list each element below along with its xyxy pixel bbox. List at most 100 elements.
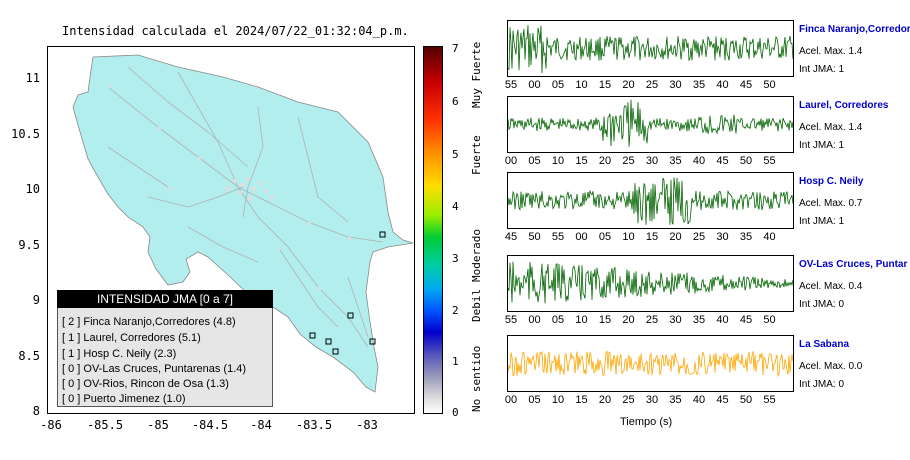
y-tick: 11 [25, 71, 40, 85]
station-accel: Acel. Max. 0.0 [799, 361, 863, 372]
road-network [107, 66, 384, 348]
trace-x-tick: 00 [504, 394, 518, 406]
trace-panel [507, 335, 794, 392]
trace-x-tick: 45 [716, 155, 729, 167]
land-polygon [72, 54, 414, 393]
waveform [508, 261, 793, 304]
trace-x-tick: 25 [645, 314, 659, 326]
trace-x-tick: 35 [669, 394, 682, 406]
x-tick: -85.5 [86, 418, 124, 432]
colorbar-tick: 5 [452, 148, 459, 161]
trace-x-tick: 35 [692, 314, 706, 326]
station-name: Laurel, Corredores [799, 100, 889, 111]
trace-x-tick: 25 [622, 155, 635, 167]
x-tick: -85 [147, 418, 169, 432]
station-accel: Acel. Max. 0.7 [799, 198, 863, 209]
trace-x-tick: 15 [645, 231, 659, 243]
legend-row: [ 1 ] Hosp C. Neily (2.3) [62, 348, 177, 360]
trace-x-tick: 10 [575, 314, 588, 326]
colorbar-tick: 1 [452, 355, 459, 368]
trace-x-tick: 45 [716, 394, 729, 406]
trace-x-tick: 55 [763, 394, 776, 406]
station-jma: Int JMA: 1 [799, 140, 845, 151]
trace-x-tick: 15 [575, 155, 588, 167]
x-tick: -83.5 [295, 418, 333, 432]
y-tick: 8.5 [18, 349, 40, 363]
station-jma: Int JMA: 0 [799, 379, 845, 390]
legend-row: [ 0 ] OV-Las Cruces, Puntarenas (1.4) [62, 363, 247, 375]
map-title: Intensidad calculada el 2024/07/22_01:32… [62, 24, 409, 38]
legend-header: INTENSIDAD JMA [0 a 7] [57, 290, 273, 308]
trace-x-tick: 50 [739, 394, 753, 406]
trace-x-tick: 05 [598, 231, 612, 243]
trace-x-tick: 15 [598, 79, 612, 91]
trace-x-tick: 20 [669, 231, 682, 243]
trace-x-tick: 30 [669, 314, 682, 326]
trace-x-tick: 00 [528, 79, 541, 91]
x-tick: -86 [40, 418, 62, 432]
station-jma: Int JMA: 1 [799, 64, 845, 75]
colorbar-tick: 2 [452, 304, 459, 317]
trace-x-tick: 35 [739, 231, 753, 243]
trace-x-tick: 45 [739, 314, 753, 326]
y-tick: 10.5 [11, 127, 40, 141]
waveform-line [508, 25, 793, 74]
colorbar-tick: 0 [452, 406, 459, 419]
trace-x-tick: 00 [528, 314, 541, 326]
colorbar-tick: 6 [452, 95, 459, 108]
trace-x-tick: 25 [645, 79, 659, 91]
trace-x-tick: 10 [575, 79, 588, 91]
trace-x-tick: 00 [575, 231, 588, 243]
trace-x-tick: 55 [551, 231, 565, 243]
trace-x-tick: 15 [598, 314, 612, 326]
trace-x-tick: 20 [598, 394, 612, 406]
waveform [508, 350, 793, 378]
costa-rica-map [72, 54, 414, 393]
trace-x-tick: 25 [622, 394, 635, 406]
trace-x-tick: 55 [504, 314, 518, 326]
trace-panel [507, 255, 794, 312]
station-name: OV-Las Cruces, Puntar [799, 259, 908, 270]
trace-x-tick: 00 [504, 155, 518, 167]
waveform-line [508, 177, 793, 225]
y-tick: 9.5 [18, 238, 40, 252]
y-tick: 8 [32, 404, 40, 418]
trace-x-tick: 55 [763, 155, 776, 167]
waveform-line [508, 261, 793, 304]
trace-x-tick: 55 [504, 79, 518, 91]
station-accel: Acel. Max. 0.4 [799, 281, 863, 292]
trace-panel [507, 172, 794, 229]
trace-x-tick: 40 [692, 155, 706, 167]
waveform [508, 25, 793, 74]
trace-x-tick: 10 [551, 394, 565, 406]
colorbar-label: Muy Fuerte [470, 41, 483, 108]
legend-row: [ 2 ] Finca Naranjo,Corredores (4.8) [62, 316, 236, 328]
trace-x-tick: 05 [551, 79, 565, 91]
waveform [508, 99, 793, 147]
colorbar-tick: 3 [452, 252, 459, 265]
y-tick: 9 [32, 293, 40, 307]
intensity-colorbar [423, 46, 443, 414]
legend-row: [ 0 ] OV-Rios, Rincon de Osa (1.3) [62, 378, 229, 390]
trace-x-tick: 45 [504, 231, 518, 243]
x-tick: -84 [250, 418, 272, 432]
trace-x-tick: 25 [692, 231, 706, 243]
trace-panel [507, 96, 794, 153]
trace-panel [507, 20, 794, 77]
trace-x-tick: 20 [622, 314, 635, 326]
trace-x-tick: 05 [528, 394, 541, 406]
legend-row: [ 1 ] Laurel, Corredores (5.1) [62, 332, 201, 344]
waveform [508, 177, 793, 225]
colorbar-tick: 4 [452, 200, 459, 213]
x-tick: -84.5 [191, 418, 229, 432]
trace-x-tick: 40 [763, 231, 776, 243]
trace-x-tick: 20 [622, 79, 635, 91]
station-name: Hosp C. Neily [799, 176, 864, 187]
trace-x-tick: 30 [645, 155, 659, 167]
trace-x-tick: 10 [551, 155, 565, 167]
trace-x-tick: 50 [763, 79, 776, 91]
intensity-legend [57, 290, 273, 407]
legend-row: [ 0 ] Puerto Jimenez (1.0) [62, 393, 186, 405]
waveform-line [508, 99, 793, 147]
trace-x-tick: 10 [622, 231, 635, 243]
